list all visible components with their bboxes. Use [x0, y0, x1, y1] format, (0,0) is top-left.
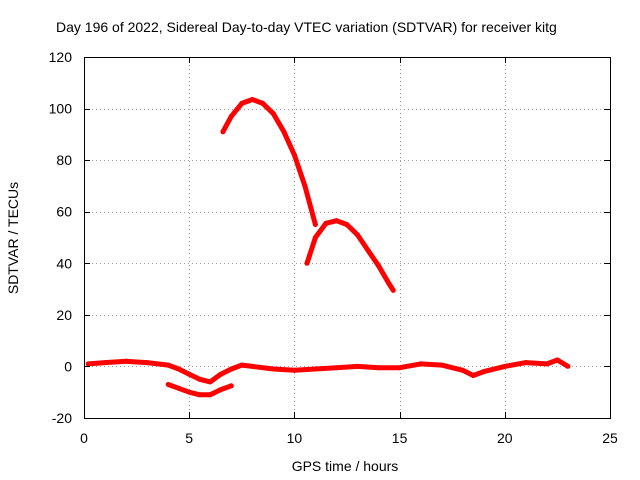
data-point — [249, 363, 255, 369]
data-point — [312, 366, 318, 372]
data-point — [344, 222, 350, 228]
data-point — [207, 392, 213, 398]
data-point — [523, 360, 529, 366]
data-point — [291, 367, 297, 373]
data-point — [376, 263, 382, 269]
data-point — [439, 362, 445, 368]
data-point — [218, 371, 224, 377]
y-tick-label: 20 — [56, 307, 72, 323]
data-point — [228, 113, 234, 119]
data-point — [197, 376, 203, 382]
y-axis-label: SDTVAR / TECUs — [5, 182, 21, 294]
data-point — [481, 369, 487, 375]
data-point — [260, 100, 266, 106]
data-point — [291, 152, 297, 158]
y-tick-label: 60 — [56, 204, 72, 220]
data-point — [228, 383, 234, 389]
data-point — [85, 361, 91, 367]
data-point — [312, 235, 318, 240]
x-tick-label: 20 — [497, 430, 513, 446]
data-point — [365, 247, 371, 253]
data-point — [176, 385, 182, 391]
data-point — [544, 361, 550, 367]
data-point — [102, 360, 108, 366]
data-point — [220, 129, 226, 135]
data-point — [304, 260, 310, 266]
chart-title: Day 196 of 2022, Sidereal Day-to-day VTE… — [56, 19, 557, 35]
data-point — [376, 365, 382, 371]
x-tick-label: 15 — [392, 430, 408, 446]
data-point — [386, 281, 392, 287]
data-point — [197, 392, 203, 398]
x-axis-label: GPS time / hours — [292, 458, 399, 474]
data-point — [418, 361, 424, 367]
series-arc-2 — [304, 218, 396, 292]
x-tick-label: 25 — [602, 430, 618, 446]
y-tick-label: 40 — [56, 255, 72, 271]
plot-frame — [84, 57, 611, 419]
data-point — [186, 371, 192, 377]
data-point — [355, 232, 360, 238]
data-point — [270, 366, 276, 372]
y-tick-label: 120 — [49, 49, 73, 65]
data-point — [554, 357, 560, 363]
data-point — [355, 363, 360, 369]
data-point — [144, 360, 150, 366]
data-point — [302, 183, 308, 189]
y-tick-label: -20 — [52, 410, 72, 426]
data-point — [323, 220, 329, 226]
data-point — [186, 389, 192, 395]
data-point — [270, 111, 276, 117]
data-point — [249, 97, 255, 102]
data-point — [460, 367, 466, 373]
y-tick-label: 100 — [49, 101, 73, 117]
data-point — [176, 366, 182, 372]
data-point — [239, 362, 245, 368]
data-point — [218, 387, 224, 393]
data-point — [334, 218, 339, 224]
data-point — [165, 382, 171, 387]
data-point — [470, 373, 476, 378]
tick-labels: 0 5 10 15 20 25 -20 0 20 40 60 80 100 120 — [49, 49, 618, 446]
series-layer — [85, 97, 571, 398]
x-tick-label: 5 — [185, 430, 193, 446]
y-tick-label: 0 — [64, 358, 72, 374]
data-point — [502, 363, 508, 369]
grid — [84, 57, 610, 418]
data-point — [334, 365, 339, 371]
series-baseline — [88, 357, 570, 385]
ticks — [84, 57, 611, 419]
data-point — [397, 365, 403, 371]
x-tick-label: 10 — [287, 430, 303, 446]
data-point — [565, 363, 571, 369]
series-arc-1 — [220, 97, 318, 226]
data-point — [390, 287, 396, 293]
y-tick-label: 80 — [56, 152, 72, 168]
data-point — [207, 379, 213, 385]
x-tick-label: 0 — [80, 430, 88, 446]
data-point — [165, 362, 171, 368]
data-point — [228, 366, 234, 372]
data-point — [239, 100, 245, 106]
data-point — [281, 129, 287, 135]
data-point — [312, 222, 318, 228]
data-point — [123, 358, 129, 364]
